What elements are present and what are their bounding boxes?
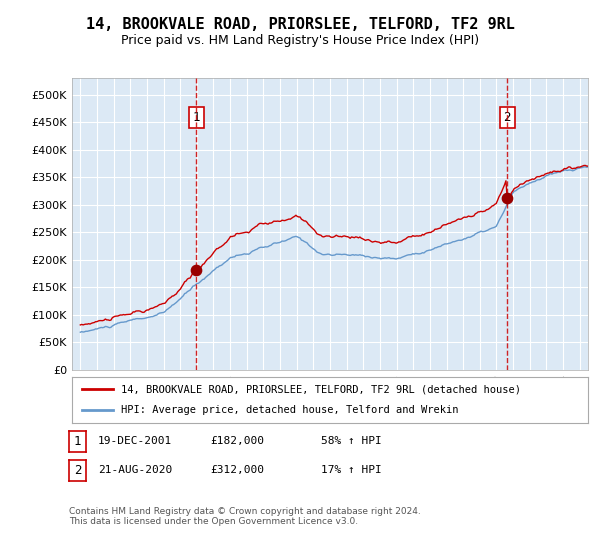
Text: 2: 2 (74, 464, 81, 477)
Text: 19-DEC-2001: 19-DEC-2001 (98, 436, 172, 446)
Text: HPI: Average price, detached house, Telford and Wrekin: HPI: Average price, detached house, Telf… (121, 405, 458, 416)
Point (502, 194, 512, 203)
Text: 1: 1 (74, 435, 81, 448)
Text: £312,000: £312,000 (210, 465, 264, 475)
Text: £182,000: £182,000 (210, 436, 264, 446)
Text: 21-AUG-2020: 21-AUG-2020 (98, 465, 172, 475)
Text: 14, BROOKVALE ROAD, PRIORSLEE, TELFORD, TF2 9RL: 14, BROOKVALE ROAD, PRIORSLEE, TELFORD, … (86, 17, 514, 31)
Text: 17% ↑ HPI: 17% ↑ HPI (321, 465, 382, 475)
Text: Contains HM Land Registry data © Crown copyright and database right 2024.
This d: Contains HM Land Registry data © Crown c… (69, 507, 421, 526)
Text: Price paid vs. HM Land Registry's House Price Index (HPI): Price paid vs. HM Land Registry's House … (121, 34, 479, 47)
Point (191, 265, 201, 274)
Text: 14, BROOKVALE ROAD, PRIORSLEE, TELFORD, TF2 9RL (detached house): 14, BROOKVALE ROAD, PRIORSLEE, TELFORD, … (121, 384, 521, 394)
Text: 2: 2 (503, 111, 511, 124)
Text: 1: 1 (193, 111, 200, 124)
Text: 58% ↑ HPI: 58% ↑ HPI (321, 436, 382, 446)
